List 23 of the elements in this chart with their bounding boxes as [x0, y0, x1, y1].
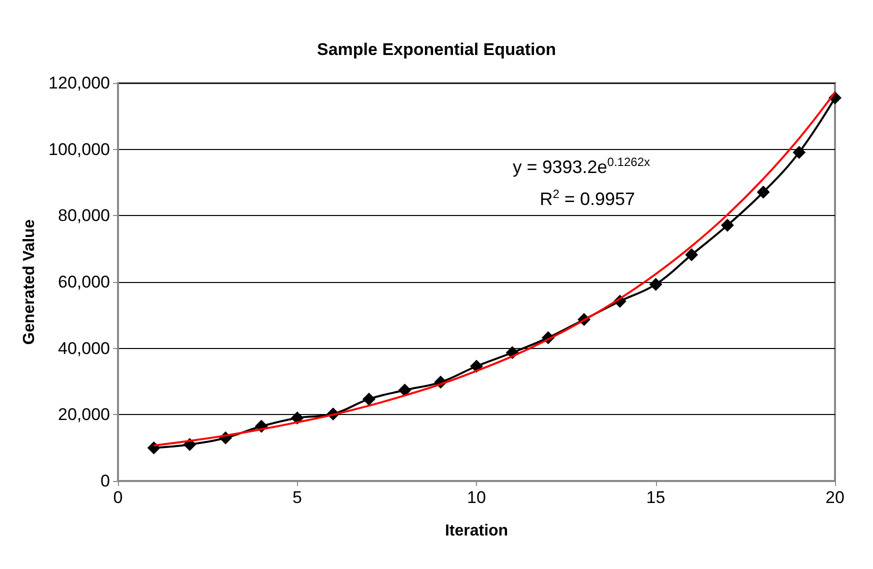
x-tick-label: 20 [826, 488, 844, 507]
y-tick-label: 120,000 [48, 74, 110, 92]
point [147, 441, 160, 454]
chart-title: Sample Exponential Equation [317, 40, 556, 59]
x-tick-label: 10 [467, 488, 486, 507]
point [362, 392, 376, 406]
point [792, 146, 806, 159]
x-axis-title: Iteration [444, 522, 508, 540]
y-tick-label: 40,000 [58, 338, 110, 358]
y-tick-label: 20,000 [58, 405, 110, 424]
x-tick-label: 0 [113, 488, 123, 507]
point [720, 218, 734, 232]
x-tick-label: 5 [292, 488, 302, 507]
y-tick-label: 100,000 [48, 140, 110, 159]
y-axis-title: Generated Value [21, 219, 38, 345]
point [685, 248, 698, 262]
point [756, 186, 770, 199]
y-tick-label: 0 [100, 472, 110, 490]
point [398, 384, 412, 397]
y-tick-label: 60,000 [58, 272, 110, 292]
point [649, 278, 662, 291]
x-tick-label: 15 [646, 488, 666, 507]
y-tick-label: 80,000 [58, 206, 110, 226]
